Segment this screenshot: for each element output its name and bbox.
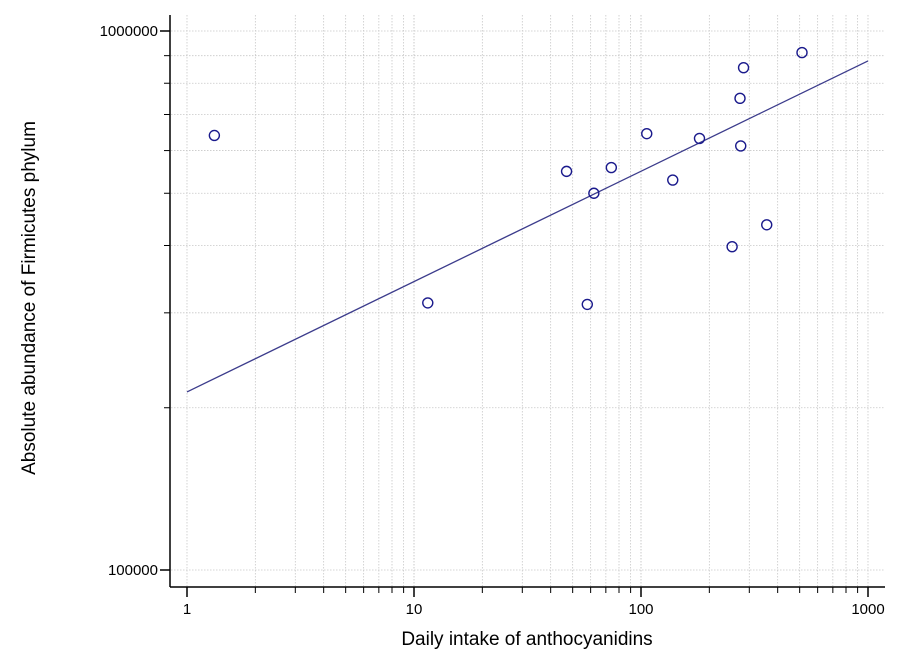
x-axis-title: Daily intake of anthocyanidins bbox=[401, 629, 652, 650]
y-tick-label: 100000 bbox=[108, 562, 158, 579]
data-point bbox=[588, 187, 600, 199]
regression-line-group bbox=[186, 60, 869, 393]
data-point bbox=[605, 161, 618, 174]
data-point bbox=[693, 132, 706, 145]
data-point bbox=[667, 174, 679, 186]
x-tick-label: 1 bbox=[183, 601, 191, 618]
data-point bbox=[734, 92, 746, 105]
data-points bbox=[208, 46, 808, 311]
data-point bbox=[737, 61, 750, 74]
data-point bbox=[208, 129, 221, 142]
x-tick-label: 1000 bbox=[851, 601, 884, 618]
axis-ticks: 1 10 100 1000 100000 1000000 bbox=[100, 23, 885, 618]
data-point bbox=[560, 165, 573, 178]
y-axis-title: Absolute abundance of Firmicutes phylum bbox=[19, 121, 40, 475]
grid bbox=[171, 15, 885, 586]
x-tick-label: 100 bbox=[628, 601, 653, 618]
data-point bbox=[796, 46, 808, 59]
x-tick-label: 10 bbox=[406, 601, 423, 618]
data-point bbox=[581, 298, 593, 311]
data-point bbox=[422, 297, 434, 309]
data-point bbox=[641, 127, 653, 140]
data-point bbox=[726, 240, 738, 253]
data-point bbox=[761, 219, 773, 231]
data-point bbox=[735, 140, 747, 152]
y-tick-label: 1000000 bbox=[100, 23, 158, 40]
regression-line bbox=[186, 60, 869, 393]
